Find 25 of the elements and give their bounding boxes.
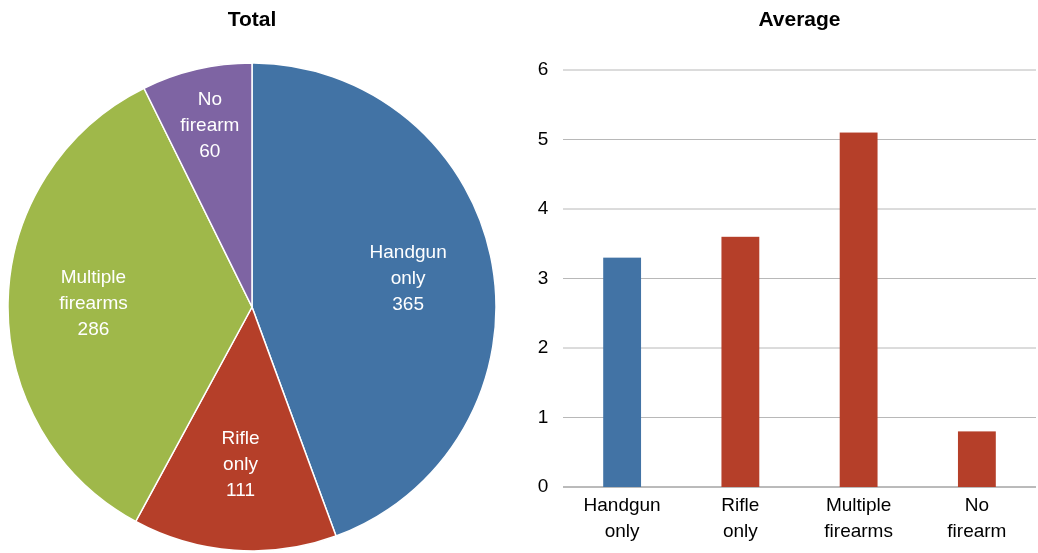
x-tick-label: Rifle only: [721, 494, 760, 541]
x-tick-label: No firearm: [947, 494, 1007, 541]
bar: [839, 132, 878, 487]
data-label: 365: [392, 293, 425, 315]
bar: [603, 257, 642, 487]
slice-label: Rifle only: [221, 427, 260, 475]
chart-title: Average: [758, 7, 841, 30]
chart-title: Total: [227, 7, 277, 30]
bar: [957, 431, 996, 487]
slice-label: Multiple firearms: [59, 265, 128, 313]
data-label: 286: [77, 317, 110, 339]
y-tick-label: 0: [537, 475, 549, 497]
y-tick-label: 2: [537, 336, 549, 358]
slice-label: No firearm: [180, 88, 240, 136]
x-tick-label: Handgun only: [583, 494, 661, 541]
data-label: 111: [226, 479, 255, 501]
y-tick-label: 3: [537, 266, 549, 288]
y-tick-label: 4: [537, 197, 549, 219]
slice-label: Handgun only: [369, 241, 447, 289]
data-label: 60: [199, 140, 221, 162]
y-tick-label: 5: [537, 127, 549, 149]
x-tick-label: Multiple firearms: [824, 494, 893, 541]
y-tick-label: 1: [537, 405, 549, 427]
bar: [721, 236, 760, 487]
y-tick-label: 6: [537, 58, 549, 80]
